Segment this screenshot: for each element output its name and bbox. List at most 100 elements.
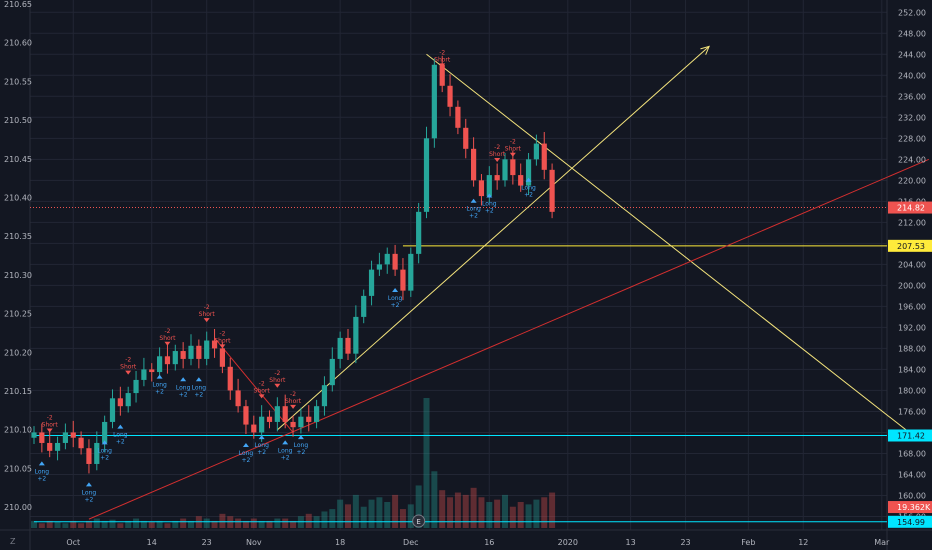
signal-qty: +2 — [116, 439, 125, 446]
trend-line — [214, 337, 294, 433]
left-axis-tick: 210.20 — [4, 348, 32, 357]
volume-bar — [117, 523, 124, 528]
signal-label: Long — [239, 450, 254, 457]
short-signal: Short-2 — [285, 391, 302, 409]
signal-label: Long — [97, 447, 112, 454]
candle-body — [384, 253, 390, 265]
volume-bar — [219, 513, 226, 528]
volume-bar — [509, 506, 516, 528]
left-axis-tick: 210.25 — [4, 310, 32, 319]
volume-bar — [125, 520, 132, 528]
price-label: 207.53 — [888, 239, 932, 252]
left-axis-tick: 210.65 — [4, 0, 32, 9]
price-label-bg — [888, 429, 932, 442]
candle-body — [39, 432, 45, 443]
signal-qty: -2 — [510, 139, 516, 146]
volume-bar — [376, 497, 383, 528]
right-axis-tick: 228.00 — [898, 134, 926, 143]
horizontal-lines — [30, 207, 887, 523]
time-axis-tick: 2020 — [558, 538, 578, 547]
candle-body — [290, 421, 296, 428]
arrow-up-icon — [297, 435, 304, 440]
volume-bar — [329, 509, 336, 528]
time-axis-tick: Mar — [874, 538, 890, 547]
signal-label: Long — [152, 382, 167, 389]
candle-body — [486, 175, 492, 197]
candle-body — [510, 159, 516, 176]
candlesticks — [31, 55, 555, 474]
volume-bar — [533, 499, 540, 528]
candle-body — [439, 64, 445, 86]
volume-bar — [431, 471, 438, 528]
volume-bar — [172, 520, 179, 528]
volume-bar — [439, 490, 446, 528]
time-axis-tick: Dec — [403, 538, 418, 547]
time-axis[interactable]: Oct 14 23 Nov 18 Dec 16 2020 13 23 Feb 12 Mar — [66, 538, 890, 547]
short-signal: Short-2 — [42, 414, 58, 433]
candle-body — [408, 253, 414, 291]
signal-label: Short — [120, 364, 137, 371]
right-axis-tick: 184.00 — [898, 365, 926, 374]
volume-bar — [549, 492, 556, 528]
volume-bar — [399, 509, 406, 528]
price-label-text: 19.362K — [897, 503, 931, 512]
volume-bar — [266, 520, 273, 528]
price-label-text: 214.82 — [897, 204, 925, 213]
signal-qty: +2 — [179, 391, 188, 398]
arrow-down-icon — [164, 341, 171, 346]
candle-body — [400, 269, 406, 291]
long-signal: Long+2 — [278, 440, 293, 461]
volume-bar — [164, 523, 171, 528]
earnings-label: E — [416, 518, 420, 526]
left-axis-tick: 210.50 — [4, 116, 32, 125]
candle-body — [463, 127, 469, 149]
candle-body — [157, 356, 163, 373]
signal-qty: -2 — [47, 414, 53, 421]
candle-body — [518, 175, 524, 186]
short-signal: Short-2 — [214, 330, 231, 349]
candle-body — [345, 337, 351, 354]
candle-body — [416, 211, 422, 254]
signal-label: Short — [214, 337, 231, 344]
candle-body — [227, 366, 233, 391]
long-signal: Long+2 — [254, 435, 269, 456]
signal-label: Long — [254, 442, 269, 449]
signal-qty: -2 — [204, 304, 210, 311]
arrow-up-icon — [242, 442, 249, 447]
long-signal: Long+2 — [97, 440, 112, 461]
candle-body — [533, 143, 539, 160]
signal-label: Short — [489, 151, 506, 158]
volume-bar — [93, 518, 100, 528]
right-axis-tick: 160.00 — [898, 491, 926, 500]
signal-label: Long — [466, 206, 481, 213]
signal-label: Short — [254, 387, 271, 394]
volume-bar — [345, 504, 351, 528]
long-signal: Long+2 — [113, 424, 128, 446]
volume-bar — [337, 499, 344, 528]
volume-bar — [305, 513, 312, 528]
candle-body — [471, 148, 477, 181]
time-axis-tick: 23 — [202, 538, 212, 547]
signal-qty: +2 — [100, 454, 109, 461]
price-label: 171.42 — [888, 429, 932, 442]
arrow-up-icon — [392, 288, 399, 293]
left-axis-tick: 210.60 — [4, 39, 32, 48]
candle-body — [211, 340, 218, 349]
signal-label: Long — [521, 185, 536, 192]
right-axis-tick: 252.00 — [898, 8, 926, 17]
signal-qty: -2 — [494, 144, 500, 151]
volume-bar — [517, 502, 524, 528]
volume-bar — [156, 520, 163, 528]
left-axis-tick: 210.00 — [4, 503, 32, 512]
right-axis-tick: 192.00 — [898, 323, 926, 332]
candle-body — [172, 351, 178, 365]
time-axis-tick: Oct — [66, 538, 80, 547]
trend-line — [88, 158, 930, 520]
left-price-axis[interactable]: 210.65 210.60 210.55 210.50 210.45 210.40 210.… — [4, 0, 32, 512]
signal-qty: +2 — [37, 475, 46, 482]
signal-label: Short — [285, 398, 302, 405]
candle-body — [54, 442, 61, 451]
left-axis-tick: 210.35 — [4, 232, 32, 241]
left-axis-tick: 210.05 — [4, 464, 32, 473]
